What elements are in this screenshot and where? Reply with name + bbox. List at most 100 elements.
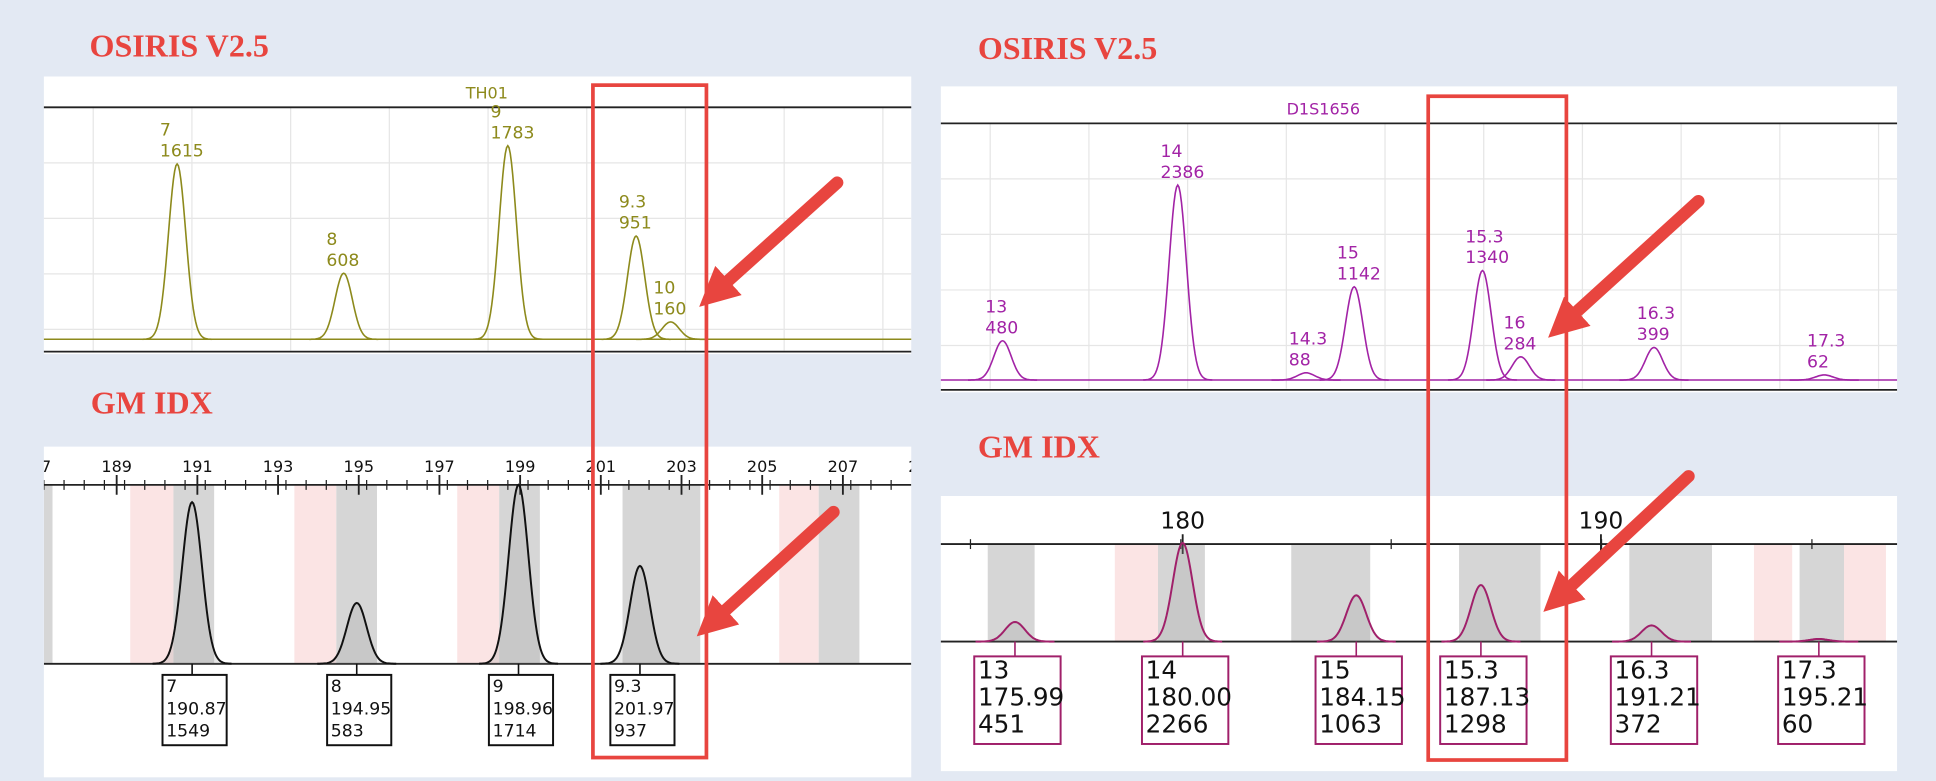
plot-area bbox=[940, 86, 1898, 393]
allele-label: 16.3 bbox=[1637, 304, 1675, 324]
height-label: 1340 bbox=[1465, 248, 1509, 268]
peak-label-box bbox=[1439, 655, 1528, 745]
peak-fill bbox=[479, 484, 559, 664]
allele-label: 7 bbox=[160, 121, 171, 141]
height-label: 2386 bbox=[1160, 163, 1204, 183]
height-label: 1142 bbox=[1337, 264, 1381, 284]
allele-bin bbox=[1291, 544, 1371, 642]
height-label: 160 bbox=[653, 300, 686, 320]
peak-trace bbox=[1143, 541, 1223, 643]
arrow bbox=[1543, 470, 1695, 612]
size-label: 190.87 bbox=[166, 699, 226, 719]
height-label: 951 bbox=[619, 214, 652, 234]
allele-bin bbox=[1844, 544, 1886, 642]
panel-title: GM IDX bbox=[91, 384, 213, 420]
peak-label-box bbox=[326, 673, 393, 747]
allele-bin bbox=[987, 544, 1035, 642]
peak-label-box bbox=[1314, 655, 1403, 745]
peak-label-box bbox=[161, 673, 228, 747]
plot-area bbox=[940, 495, 1898, 772]
peak-trace bbox=[142, 162, 212, 341]
peak-trace bbox=[478, 483, 559, 665]
panel-title: OSIRIS V2.5 bbox=[90, 28, 269, 64]
allele-bin bbox=[43, 484, 53, 664]
peak-trace bbox=[1779, 638, 1859, 643]
panels: TH01716158608917839.395110160D1S16561348… bbox=[21, 76, 1898, 778]
size-label: 187.13 bbox=[1444, 682, 1530, 711]
peak-trace bbox=[1486, 355, 1556, 381]
peak-trace bbox=[1271, 372, 1341, 381]
peak-label-box bbox=[609, 673, 676, 747]
locus-name: D1S1656 bbox=[1287, 99, 1360, 118]
allele-label: 15.3 bbox=[1465, 227, 1503, 247]
size-label: 191.21 bbox=[1615, 682, 1701, 711]
allele-label: 8 bbox=[331, 677, 342, 697]
height-label: 1615 bbox=[160, 142, 204, 162]
size-label: 175.99 bbox=[978, 682, 1064, 711]
peak-label-box bbox=[1777, 655, 1866, 745]
panel-title: OSIRIS V2.5 bbox=[978, 30, 1157, 66]
tick-label: 199 bbox=[505, 457, 536, 476]
allele-label: 8 bbox=[326, 230, 337, 250]
allele-label: 15 bbox=[1319, 655, 1350, 684]
allele-bin bbox=[130, 484, 174, 664]
tick-label: 209 bbox=[908, 457, 939, 476]
peak-trace bbox=[1143, 183, 1213, 381]
allele-bin bbox=[1629, 544, 1712, 642]
peak-trace bbox=[1447, 269, 1518, 381]
peak-trace bbox=[600, 564, 680, 665]
tick-label: 187 bbox=[21, 457, 52, 476]
tick-label: 203 bbox=[666, 457, 697, 476]
allele-bin bbox=[1158, 544, 1205, 642]
plot-area bbox=[43, 76, 912, 355]
size-label: 184.15 bbox=[1319, 682, 1405, 711]
peak-trace bbox=[1619, 346, 1689, 381]
height-label: 1549 bbox=[166, 722, 210, 742]
tick-label: 205 bbox=[747, 457, 778, 476]
height-label: 608 bbox=[326, 251, 359, 271]
height-label: 62 bbox=[1807, 353, 1829, 373]
peak-trace bbox=[967, 339, 1038, 381]
locus-name: TH01 bbox=[465, 83, 508, 102]
allele-label: 15 bbox=[1337, 243, 1359, 263]
tick-label: 180 bbox=[1160, 506, 1205, 534]
height-label: 583 bbox=[331, 722, 364, 742]
allele-bin bbox=[1114, 544, 1159, 642]
allele-label: 16.3 bbox=[1615, 655, 1670, 684]
plot-content: 187 189 191 193 195 197 199 201 203 205 207 209 bbox=[21, 457, 939, 665]
allele-bin bbox=[1753, 544, 1793, 642]
arrow bbox=[1548, 194, 1705, 338]
peak-fill bbox=[1143, 542, 1223, 642]
allele-bin bbox=[173, 484, 215, 664]
tick-label: 207 bbox=[828, 457, 859, 476]
peak-fill bbox=[1612, 625, 1692, 642]
allele-label: 9 bbox=[491, 102, 502, 122]
height-label: 1783 bbox=[491, 123, 535, 143]
peak-label-box bbox=[1609, 655, 1699, 745]
tick-label: 189 bbox=[101, 457, 132, 476]
tick-label: 191 bbox=[182, 457, 213, 476]
peak-trace bbox=[636, 321, 706, 341]
height-label: 1063 bbox=[1319, 710, 1382, 739]
tick-label: 195 bbox=[343, 457, 374, 476]
allele-label: 9 bbox=[493, 677, 504, 697]
allele-bin bbox=[457, 484, 500, 664]
allele-label: 16 bbox=[1503, 314, 1525, 334]
allele-label: 9.3 bbox=[614, 677, 641, 697]
highlight-box bbox=[591, 83, 709, 760]
height-label: 937 bbox=[614, 722, 647, 742]
size-label: 180.00 bbox=[1146, 682, 1232, 711]
peak-fill bbox=[600, 565, 680, 664]
size-label: 198.96 bbox=[493, 699, 553, 719]
peak-trace bbox=[309, 272, 379, 341]
arrow bbox=[696, 505, 840, 637]
peak-trace bbox=[473, 144, 543, 340]
peak-fill bbox=[1316, 595, 1396, 642]
allele-label: 17.3 bbox=[1782, 655, 1837, 684]
allele-bin bbox=[779, 484, 819, 664]
peak-label-box bbox=[1140, 655, 1230, 745]
allele-label: 14 bbox=[1160, 142, 1182, 162]
allele-label: 14 bbox=[1146, 655, 1177, 684]
allele-label: 14.3 bbox=[1289, 330, 1327, 350]
